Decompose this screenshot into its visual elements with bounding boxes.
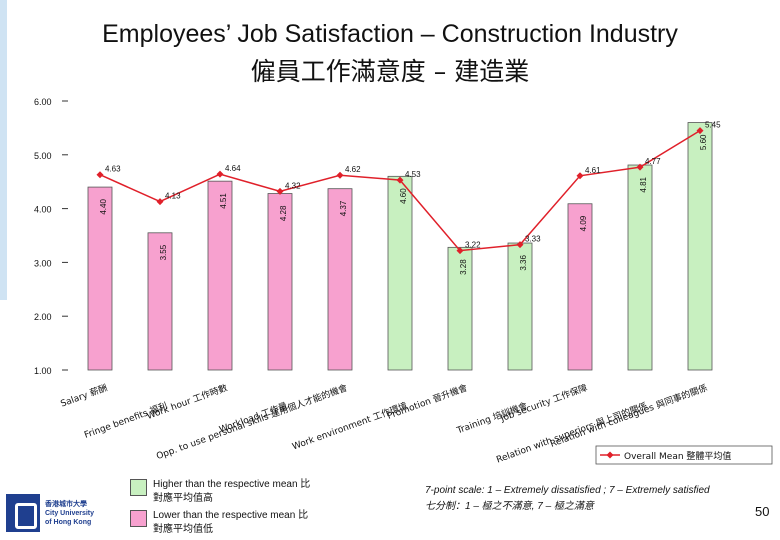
scale-note-english: 7-point scale: 1 – Extremely dissatisfie… — [425, 485, 710, 496]
mean-point — [156, 198, 164, 206]
line-legend-marker — [606, 451, 614, 459]
bar-value-label: 4.37 — [339, 200, 348, 216]
mean-value-label: 3.22 — [465, 241, 481, 250]
bar — [87, 186, 113, 371]
bar-value-label: 4.09 — [579, 215, 588, 231]
mean-point — [396, 176, 404, 184]
bar — [327, 188, 353, 371]
y-tick-label: 2.00 — [34, 312, 52, 322]
bar-value-label: 4.81 — [639, 176, 648, 192]
bar-value-label: 4.51 — [219, 193, 228, 209]
cityu-logo-icon — [6, 494, 40, 532]
bar-value-label: 4.60 — [399, 188, 408, 204]
bar — [267, 193, 293, 371]
category-label: Opp. to use personal skills 運用個人才能的機會 — [155, 382, 349, 463]
mean-value-label: 4.63 — [105, 165, 121, 174]
legend-higher-line2: 對應平均值高 — [153, 493, 213, 504]
category-label: Fringe benefits 福利 — [82, 400, 169, 441]
category-label: Promotion 晉升機會 — [385, 382, 469, 422]
mean-value-label: 4.61 — [585, 166, 601, 175]
university-logo: 香港城市大學 City University of Hong Kong — [6, 494, 94, 532]
mean-point — [696, 127, 704, 135]
legend-higher: Higher than the respective mean 比 對應平均值高 — [130, 478, 310, 506]
mean-value-label: 4.64 — [225, 164, 241, 173]
bar-value-label: 3.36 — [519, 254, 528, 270]
mean-value-label: 4.53 — [405, 170, 421, 179]
logo-text-en2: of Hong Kong — [45, 518, 92, 526]
mean-point — [96, 171, 104, 179]
bar-value-label: 3.28 — [459, 259, 468, 275]
logo-text-zh: 香港城市大學 — [45, 500, 87, 508]
logo-text-en1: City University — [45, 509, 95, 517]
bar-value-label: 5.60 — [699, 134, 708, 150]
legend-lower-line1: Lower than the respective mean 比 — [153, 510, 309, 521]
mean-point — [276, 187, 284, 195]
mean-value-label: 5.45 — [705, 121, 721, 130]
slide-accent-bar — [0, 0, 7, 300]
mean-value-label: 4.77 — [645, 157, 661, 166]
mean-point — [456, 247, 464, 255]
legend-lower-swatch — [130, 510, 147, 527]
y-tick-label: 6.00 — [34, 97, 52, 107]
bar-value-label: 4.40 — [99, 199, 108, 215]
mean-value-label: 4.32 — [285, 181, 301, 190]
bar — [627, 164, 653, 371]
mean-point — [336, 171, 344, 179]
bar — [507, 242, 533, 371]
category-label: Job security 工作保障 — [498, 382, 589, 425]
title-chinese: 僱員工作滿意度 – 建造業 — [250, 57, 530, 86]
y-tick-label: 3.00 — [34, 258, 52, 268]
legend-higher-line1: Higher than the respective mean 比 — [153, 479, 311, 490]
mean-point — [576, 172, 584, 180]
page-number: 50 — [755, 504, 770, 519]
line-legend-box — [595, 445, 773, 465]
mean-point — [216, 170, 224, 178]
category-label: Salary 薪酬 — [59, 382, 109, 410]
line-legend-label: Overall Mean 整體平均值 — [624, 450, 731, 462]
bar — [567, 203, 593, 371]
legend-lower-line2: 對應平均值低 — [153, 524, 213, 535]
y-tick-label: 4.00 — [34, 205, 52, 215]
bar — [387, 175, 413, 371]
bar — [207, 180, 233, 371]
bar-value-label: 4.28 — [279, 205, 288, 221]
title-english: Employees’ Job Satisfaction – Constructi… — [102, 20, 678, 48]
category-label: Work hour 工作時數 — [145, 382, 229, 422]
mean-value-label: 4.13 — [165, 192, 181, 201]
scale-note: 7-point scale: 1 – Extremely dissatisfie… — [425, 483, 710, 515]
mean-point — [516, 241, 524, 249]
scale-note-chinese: 七分制：1 – 極之不滿意, 7 – 極之滿意 — [425, 501, 594, 512]
bar — [147, 232, 173, 371]
y-tick-label: 5.00 — [34, 151, 52, 161]
bar-value-label: 3.55 — [159, 244, 168, 260]
legend: Higher than the respective mean 比 對應平均值高… — [130, 478, 310, 540]
bar — [687, 122, 713, 371]
mean-point — [636, 163, 644, 171]
mean-value-label: 4.62 — [345, 165, 361, 174]
y-tick-label: 1.00 — [34, 366, 52, 376]
legend-higher-swatch — [130, 479, 147, 496]
legend-lower: Lower than the respective mean 比 對應平均值低 — [130, 509, 310, 537]
mean-value-label: 3.33 — [525, 235, 541, 244]
